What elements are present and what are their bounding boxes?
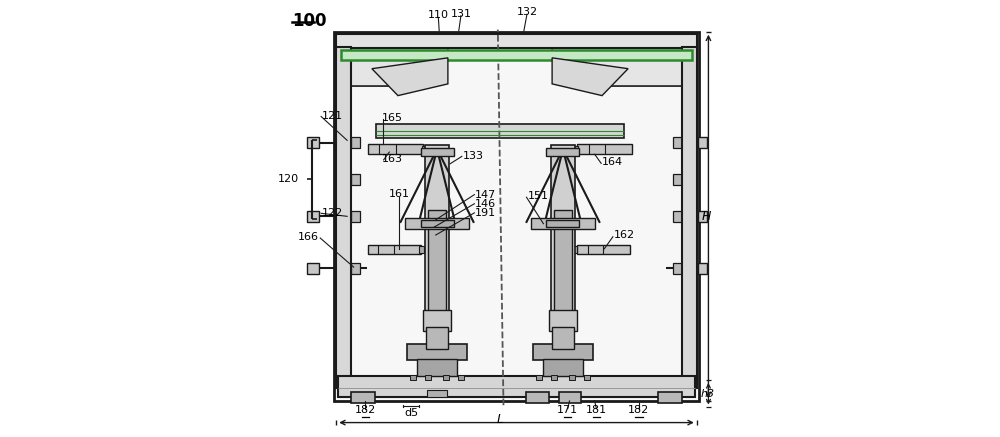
- Bar: [351, 392, 375, 403]
- Bar: [698, 263, 707, 274]
- Bar: [584, 375, 590, 380]
- Bar: [673, 174, 682, 185]
- Bar: [336, 34, 697, 48]
- Text: 161: 161: [389, 189, 410, 199]
- Bar: [410, 375, 416, 380]
- Bar: [536, 375, 542, 380]
- Bar: [551, 375, 557, 380]
- Bar: [417, 359, 457, 376]
- Bar: [543, 359, 583, 376]
- Text: 132: 132: [516, 7, 537, 17]
- Text: 133: 133: [463, 150, 484, 160]
- Bar: [307, 211, 319, 222]
- Bar: [421, 220, 454, 227]
- Bar: [577, 245, 630, 254]
- Text: 166: 166: [298, 232, 319, 242]
- Bar: [443, 375, 449, 380]
- Text: 121: 121: [322, 111, 343, 121]
- Bar: [546, 220, 579, 227]
- Bar: [307, 137, 319, 148]
- Bar: [698, 137, 707, 148]
- Bar: [673, 137, 682, 148]
- Bar: [425, 145, 449, 314]
- Bar: [569, 375, 575, 380]
- Bar: [368, 144, 423, 154]
- Bar: [526, 392, 549, 403]
- Text: 100: 100: [292, 12, 327, 30]
- Text: 131: 131: [450, 9, 471, 18]
- Polygon shape: [372, 58, 448, 96]
- Bar: [351, 211, 360, 222]
- Bar: [552, 327, 574, 349]
- Bar: [554, 210, 572, 349]
- Text: 171: 171: [557, 406, 578, 416]
- Bar: [423, 310, 451, 331]
- Bar: [427, 389, 447, 397]
- Polygon shape: [552, 58, 628, 96]
- Text: 181: 181: [586, 406, 607, 416]
- Bar: [533, 344, 593, 360]
- Text: 182: 182: [628, 406, 650, 416]
- Bar: [405, 218, 469, 229]
- Bar: [549, 310, 577, 331]
- Text: h3: h3: [701, 389, 715, 399]
- Bar: [698, 211, 707, 222]
- Bar: [351, 174, 360, 185]
- Text: H: H: [702, 210, 711, 223]
- Polygon shape: [336, 47, 351, 388]
- Bar: [341, 50, 692, 60]
- Bar: [425, 375, 431, 380]
- Bar: [458, 375, 464, 380]
- Bar: [338, 376, 695, 396]
- Bar: [551, 145, 575, 314]
- Bar: [422, 146, 428, 153]
- Text: 191: 191: [475, 208, 496, 218]
- Text: L: L: [496, 413, 504, 427]
- Bar: [428, 210, 446, 349]
- Text: d5: d5: [404, 408, 418, 418]
- Bar: [572, 246, 577, 253]
- Text: 110: 110: [428, 10, 449, 20]
- Bar: [419, 246, 424, 253]
- Bar: [577, 144, 632, 154]
- Bar: [368, 245, 421, 254]
- Bar: [559, 392, 581, 403]
- Bar: [658, 392, 682, 403]
- Text: 122: 122: [322, 208, 343, 218]
- Bar: [307, 263, 319, 274]
- Bar: [426, 327, 448, 349]
- Bar: [351, 263, 360, 274]
- Polygon shape: [682, 47, 697, 388]
- Polygon shape: [552, 48, 692, 86]
- Text: 151: 151: [527, 191, 548, 201]
- Bar: [376, 124, 624, 138]
- Text: 163: 163: [382, 153, 403, 163]
- Bar: [531, 218, 595, 229]
- Bar: [572, 146, 578, 153]
- Bar: [546, 148, 579, 156]
- Text: 162: 162: [614, 230, 635, 240]
- Bar: [421, 148, 454, 156]
- Text: 165: 165: [382, 113, 403, 123]
- Text: 182: 182: [355, 406, 376, 416]
- Bar: [673, 263, 682, 274]
- Bar: [673, 211, 682, 222]
- Text: 147: 147: [475, 190, 496, 200]
- Polygon shape: [341, 48, 448, 86]
- Text: 146: 146: [475, 199, 496, 209]
- Bar: [407, 344, 467, 360]
- Bar: [351, 137, 360, 148]
- Text: 164: 164: [602, 157, 623, 167]
- Text: 120: 120: [278, 174, 299, 184]
- Bar: [334, 32, 699, 401]
